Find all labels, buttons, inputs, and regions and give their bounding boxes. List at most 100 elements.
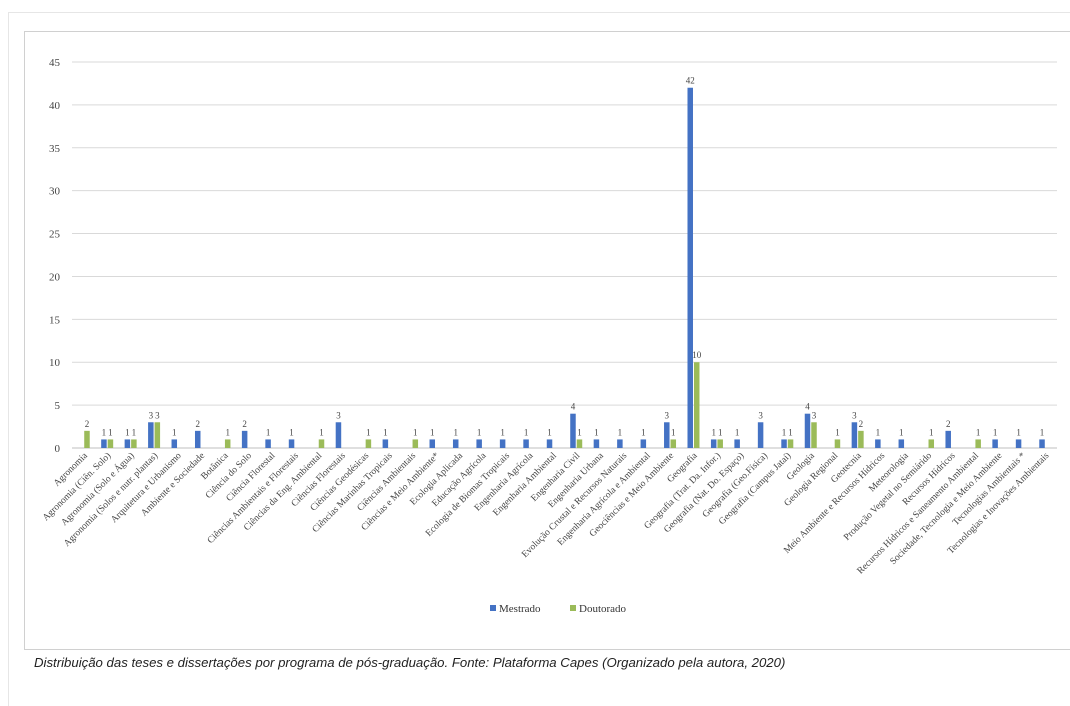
bar-mestrado xyxy=(499,439,506,448)
data-label: 1 xyxy=(594,427,599,437)
bar-mestrado xyxy=(710,439,717,448)
data-label: 1 xyxy=(383,427,388,437)
data-label: 2 xyxy=(195,419,200,429)
data-label: 3 xyxy=(155,410,160,420)
y-tick-label: 30 xyxy=(49,186,61,198)
bar-mestrado xyxy=(194,430,201,448)
bar-doutorado xyxy=(975,439,981,448)
data-label: 3 xyxy=(665,410,670,420)
data-label: 3 xyxy=(149,410,154,420)
bar-mestrado xyxy=(875,439,881,448)
y-tick-label: 10 xyxy=(49,357,61,369)
bar-doutorado xyxy=(834,439,841,448)
bar-mestrado xyxy=(523,439,529,448)
bar-doutorado xyxy=(365,439,372,448)
y-tick-label: 25 xyxy=(49,229,61,241)
y-tick-label: 15 xyxy=(49,314,61,326)
y-tick-label: 40 xyxy=(49,100,61,112)
bar-mestrado xyxy=(640,439,647,448)
chart-area: 0 5 10 15 20 25 30 35 40 45 2 Agronomia 1 1 Agronomia … xyxy=(24,31,1070,650)
bar-doutorado xyxy=(787,439,794,448)
figure-frame: 0 5 10 15 20 25 30 35 40 45 2 Agronomia 1 1 Agronomia … xyxy=(8,12,1070,706)
bar-mestrado xyxy=(757,422,764,448)
bar-doutorado xyxy=(84,430,90,448)
y-tick-label: 35 xyxy=(49,143,61,155)
data-label: 2 xyxy=(242,419,247,429)
bar-mestrado xyxy=(617,439,623,448)
data-label: 10 xyxy=(692,350,702,360)
legend-marker-doutorado xyxy=(570,605,576,611)
data-label: 3 xyxy=(758,410,763,420)
data-label: 1 xyxy=(547,427,552,437)
bar-mestrado xyxy=(570,413,576,448)
bar-doutorado xyxy=(107,439,114,448)
data-label: 3 xyxy=(336,410,341,420)
data-label: 1 xyxy=(524,427,529,437)
y-tick-label: 5 xyxy=(55,400,61,412)
bar-mestrado xyxy=(335,422,342,448)
bar-mestrado xyxy=(124,439,131,448)
data-label: 1 xyxy=(976,427,981,437)
data-label: 1 xyxy=(835,427,840,437)
bar-doutorado xyxy=(858,430,864,448)
legend-label-doutorado: Doutorado xyxy=(579,603,627,615)
bar-mestrado xyxy=(593,439,600,448)
bar-mestrado xyxy=(1015,439,1022,448)
bar-mestrado xyxy=(945,430,951,448)
data-label: 1 xyxy=(225,427,230,437)
data-label: 42 xyxy=(686,76,695,86)
bar-doutorado xyxy=(154,422,161,448)
data-label: 1 xyxy=(735,427,740,437)
data-label: 1 xyxy=(718,427,723,437)
data-label: 2 xyxy=(859,419,864,429)
bar-mestrado xyxy=(382,439,389,448)
bar-mestrado xyxy=(429,439,436,448)
data-label: 1 xyxy=(929,427,934,437)
bar-doutorado xyxy=(318,439,325,448)
data-label: 2 xyxy=(946,419,951,429)
data-label: 1 xyxy=(671,427,676,437)
bar-mestrado xyxy=(241,430,248,448)
data-label: 1 xyxy=(453,427,458,437)
data-label: 1 xyxy=(788,427,793,437)
bar-mestrado xyxy=(1039,439,1045,448)
data-label: 4 xyxy=(571,402,576,412)
y-tick-label: 20 xyxy=(49,271,61,283)
bar-doutorado xyxy=(412,439,419,448)
bar-mestrado xyxy=(546,439,553,448)
bar-doutorado xyxy=(576,439,583,448)
data-label: 1 xyxy=(289,427,294,437)
data-label: 3 xyxy=(852,410,857,420)
data-label: 1 xyxy=(266,427,271,437)
data-label: 1 xyxy=(125,427,130,437)
data-label: 1 xyxy=(430,427,435,437)
data-label: 1 xyxy=(641,427,646,437)
data-label: 1 xyxy=(577,427,582,437)
bar-mestrado xyxy=(992,439,998,448)
y-tick-label: 0 xyxy=(55,443,61,455)
data-label: 1 xyxy=(366,427,371,437)
data-label: 4 xyxy=(805,402,810,412)
data-label: 1 xyxy=(413,427,418,437)
y-tick-label: 45 xyxy=(49,57,61,69)
bar-doutorado xyxy=(717,439,723,448)
bar-mestrado xyxy=(851,422,858,448)
data-label: 1 xyxy=(876,427,881,437)
bar-doutorado xyxy=(224,439,231,448)
bar-mestrado xyxy=(101,439,107,448)
figure-caption: Distribuição das teses e dissertações po… xyxy=(34,655,786,670)
data-label: 1 xyxy=(711,427,716,437)
bar-mestrado xyxy=(664,422,670,448)
bar-mestrado xyxy=(265,439,271,448)
data-label: 1 xyxy=(899,427,904,437)
bar-mestrado xyxy=(288,439,295,448)
data-label: 1 xyxy=(132,427,137,437)
bar-doutorado xyxy=(670,439,677,448)
bar-mestrado xyxy=(804,413,811,448)
legend-label-mestrado: Mestrado xyxy=(499,603,541,615)
legend-marker-mestrado xyxy=(490,605,496,611)
bar-mestrado xyxy=(898,439,905,448)
bar-mestrado xyxy=(734,439,740,448)
bar-mestrado xyxy=(687,87,693,448)
bar-mestrado xyxy=(171,439,178,448)
